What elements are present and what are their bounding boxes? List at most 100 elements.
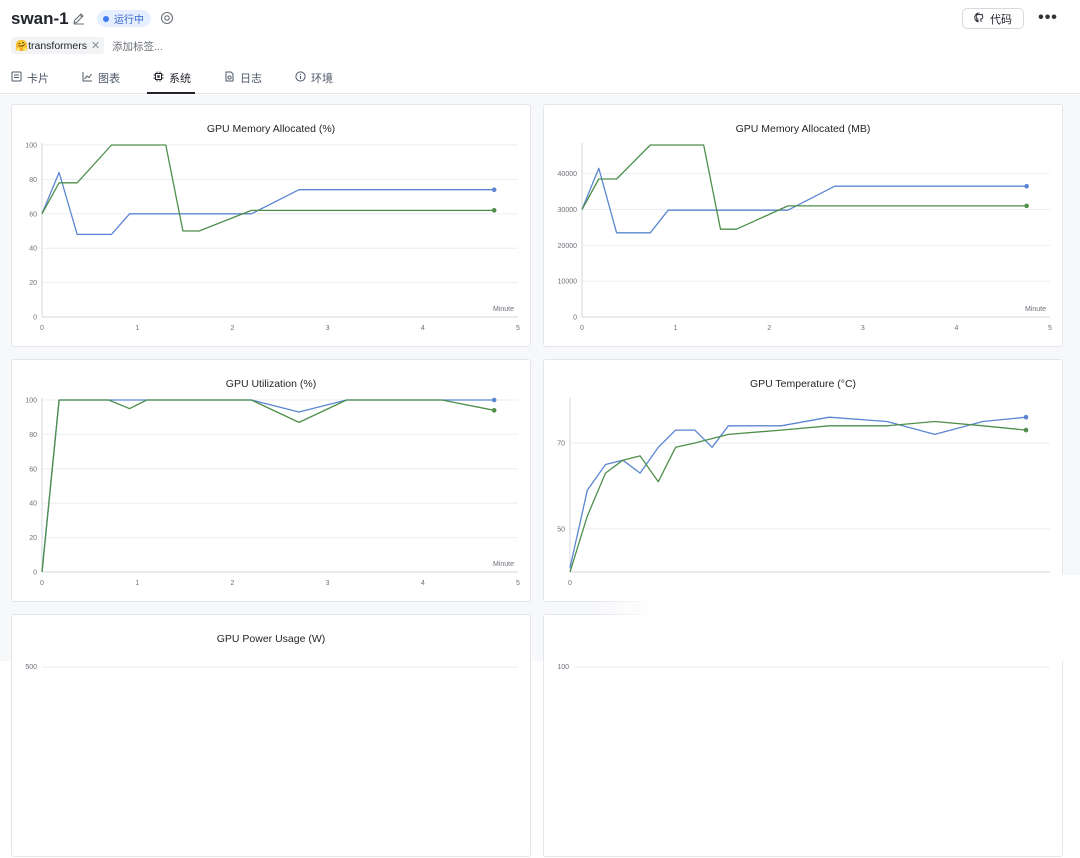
chart-card[interactable]: GPU Memory Allocated (%) 0 20 40 60 80 100 0 1 2… — [11, 104, 531, 347]
tab-label: 卡片 — [27, 73, 49, 85]
tag-label: 🤗transformers — [15, 40, 88, 52]
code-button-label: 代码 — [990, 13, 1012, 26]
x-tick-label: 3 — [861, 325, 865, 332]
x-tick-label: 2 — [767, 325, 771, 332]
series-line-0 — [41, 171, 495, 236]
y-tick-label: 40 — [29, 246, 37, 253]
x-tick-label: 1 — [135, 580, 139, 587]
fade-overlay — [595, 575, 1080, 661]
series-line-1 — [41, 399, 495, 573]
chart-canvas: 0 10000 20000 30000 40000 0 1 2 3 4 5 Minute — [558, 143, 1052, 332]
y-tick-label: 20000 — [558, 243, 578, 250]
x-tick-label: 5 — [516, 325, 520, 332]
x-tick-label: 5 — [1048, 325, 1052, 332]
close-icon[interactable]: ✕ — [91, 40, 101, 52]
edit-icon[interactable] — [72, 11, 86, 25]
x-tick-label: 2 — [230, 325, 234, 332]
y-tick-label: 30000 — [558, 207, 578, 214]
x-tick-label: 4 — [421, 580, 425, 587]
y-tick-label: 20 — [29, 535, 37, 542]
y-tick-label: 40000 — [558, 171, 578, 178]
x-tick-label: 0 — [580, 325, 584, 332]
y-tick-label: 500 — [25, 664, 37, 671]
y-tick-label: 20 — [29, 280, 37, 287]
y-tick-label: 0 — [33, 315, 37, 322]
series-end-point-0 — [1024, 183, 1029, 189]
chart-canvas: 500 — [25, 664, 518, 671]
chart-title: GPU Power Usage (W) — [216, 633, 326, 645]
x-tick-label: 1 — [135, 325, 139, 332]
more-icon: ••• — [1038, 9, 1058, 26]
chart-icon — [82, 72, 92, 82]
card-icon — [11, 71, 22, 82]
y-tick-label: 40 — [29, 501, 37, 508]
tab-system[interactable]: 系统 — [147, 70, 195, 94]
x-tick-label: 4 — [954, 325, 958, 332]
y-tick-label: 10000 — [558, 279, 578, 286]
series-end-point-1 — [491, 208, 497, 213]
x-axis-title: Minute — [493, 561, 514, 568]
info-icon — [295, 71, 306, 82]
code-button[interactable]: 代码 — [962, 8, 1024, 29]
x-axis-title: Minute — [1025, 306, 1046, 313]
chart-canvas: 0 20 40 60 80 100 0 1 2 3 4 5 Minute — [25, 397, 520, 588]
github-icon — [974, 11, 985, 26]
x-tick-label: 0 — [40, 580, 44, 587]
series-line-0 — [569, 416, 1027, 568]
tab-bar: 卡片 图表 系统 日志 环境 — [0, 64, 1080, 94]
series-line-0 — [41, 399, 495, 573]
page-title: swan-1 — [11, 9, 69, 28]
tab-cards[interactable]: 卡片 — [11, 70, 49, 94]
y-tick-label: 100 — [25, 398, 37, 405]
series-line-1 — [569, 420, 1027, 573]
x-axis-title: Minute — [493, 306, 514, 313]
add-tag-input[interactable]: 添加标签... — [112, 41, 163, 53]
series-end-point-0 — [491, 397, 497, 403]
tag-chip[interactable]: 🤗transformers ✕ — [11, 37, 105, 54]
chart-card[interactable]: GPU Utilization (%) 0 20 40 60 80 100 0 1 2 3 4 5 Mi… — [11, 359, 531, 602]
chart-title: GPU Utilization (%) — [225, 378, 317, 390]
chart-card[interactable]: GPU Temperature (°C) 50 70 0 — [543, 359, 1063, 602]
chart-title: GPU Memory Allocated (%) — [206, 123, 336, 135]
x-tick-label: 4 — [421, 325, 425, 332]
y-tick-label: 60 — [29, 211, 37, 218]
tab-label: 环境 — [311, 73, 333, 85]
x-tick-label: 2 — [230, 580, 234, 587]
chart-canvas: 0 20 40 60 80 100 0 1 2 3 4 5 Minute — [25, 143, 520, 333]
y-tick-label: 50 — [557, 527, 565, 534]
y-tick-label: 80 — [29, 432, 37, 439]
tab-label: 系统 — [169, 73, 191, 85]
y-tick-label: 80 — [29, 177, 37, 184]
system-metrics-panel: GPU Memory Allocated (%) 0 20 40 60 80 100 0 1 2… — [0, 95, 1080, 857]
x-tick-label: 3 — [326, 580, 330, 587]
x-tick-label: 0 — [40, 325, 44, 332]
chart-canvas: 50 70 0 — [557, 398, 1050, 587]
y-tick-label: 0 — [33, 570, 37, 577]
status-dot — [103, 15, 109, 22]
tab-environment[interactable]: 环境 — [295, 70, 333, 94]
header: swan-1 运行中 代码 ••• — [0, 0, 1080, 36]
x-tick-label: 0 — [568, 580, 572, 587]
tab-label: 日志 — [240, 73, 262, 85]
log-icon — [225, 71, 234, 82]
chart-card[interactable]: GPU Memory Allocated (MB) 0 10000 20000 300… — [543, 104, 1063, 347]
watch-icon[interactable] — [160, 11, 174, 25]
chip-icon — [153, 71, 164, 82]
x-tick-label: 5 — [516, 580, 520, 587]
more-options-button[interactable]: ••• — [1038, 9, 1058, 27]
tab-charts[interactable]: 图表 — [82, 70, 120, 94]
chart-title: GPU Memory Allocated (MB) — [735, 123, 871, 135]
x-tick-label: 1 — [674, 325, 678, 332]
y-tick-label: 60 — [29, 466, 37, 473]
series-end-point-0 — [491, 187, 497, 193]
status-label: 运行中 — [114, 15, 144, 26]
chart-card[interactable]: GPU Power Usage (W) 500 — [11, 614, 531, 857]
status-badge: 运行中 — [97, 10, 151, 27]
series-line-1 — [581, 144, 1027, 230]
tab-logs[interactable]: 日志 — [224, 70, 262, 94]
series-end-point-0 — [1023, 414, 1029, 420]
y-tick-label: 0 — [573, 315, 577, 322]
tab-label: 图表 — [98, 73, 120, 85]
series-end-point-1 — [1023, 427, 1029, 433]
series-line-1 — [41, 144, 495, 232]
